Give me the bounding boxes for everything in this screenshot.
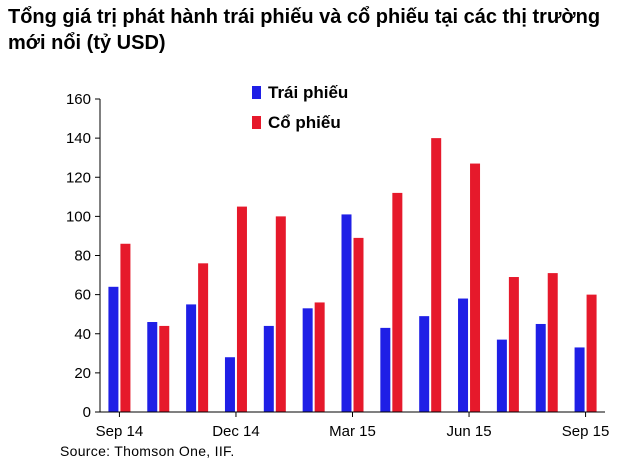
y-tick-label-8: 160	[66, 91, 91, 108]
stock-bar-4	[275, 216, 286, 412]
bond-bar-2	[186, 304, 197, 412]
chart-title: Tổng giá trị phát hành trái phiếu và cổ …	[8, 6, 601, 54]
bond-bar-6	[341, 214, 352, 412]
legend: Trái phiếu Cổ phiếu	[252, 83, 348, 132]
stock-bar-12	[586, 294, 597, 412]
stock-bar-8	[431, 138, 442, 412]
stock-bar-5	[314, 302, 325, 412]
legend-label-0: Trái phiếu	[268, 83, 348, 102]
stock-bar-9	[470, 163, 481, 412]
stock-bar-0	[120, 243, 131, 412]
stock-bar-10	[508, 277, 519, 412]
legend-swatch-0	[252, 86, 261, 99]
bond-bar-5	[302, 308, 313, 412]
y-tick-label-4: 80	[74, 248, 91, 265]
y-tick-label-6: 120	[66, 169, 91, 186]
y-tick-label-2: 40	[74, 326, 91, 343]
stock-bar-6	[353, 237, 364, 412]
stock-bar-11	[547, 273, 558, 412]
stock-bar-7	[392, 192, 403, 412]
axes-layer: 0 20 40 60 80 100 120 140 160 Sep 14 Dec 14 Mar 15 J…	[66, 91, 609, 440]
stock-bar-1	[159, 325, 170, 412]
x-tick-label-1: Dec 14	[212, 423, 260, 440]
x-tick-label-2: Mar 15	[329, 423, 376, 440]
bond-bar-1	[147, 322, 158, 412]
stock-bar-3	[236, 206, 247, 412]
bond-bar-3	[224, 357, 235, 412]
bond-bar-7	[380, 327, 391, 412]
source-note: Source: Thomson One, IIF.	[60, 443, 235, 459]
x-tick-label-4: Sep 15	[562, 423, 610, 440]
y-tick-label-5: 100	[66, 208, 91, 225]
bond-bar-10	[496, 339, 507, 412]
bond-bar-8	[419, 316, 430, 412]
bond-bar-12	[574, 347, 585, 412]
y-tick-label-3: 60	[74, 287, 91, 304]
stock-bar-2	[198, 263, 209, 412]
bars-layer	[108, 138, 597, 412]
y-tick-label-7: 140	[66, 130, 91, 147]
bond-bar-4	[263, 325, 274, 412]
legend-label-1: Cổ phiếu	[268, 113, 341, 132]
y-tick-label-1: 20	[74, 365, 91, 382]
bond-bar-0	[108, 286, 119, 412]
y-tick-label-0: 0	[83, 404, 91, 421]
bond-bar-11	[535, 323, 546, 412]
bond-bar-9	[458, 298, 469, 412]
x-tick-label-0: Sep 14	[96, 423, 144, 440]
legend-swatch-1	[252, 116, 261, 129]
x-tick-label-3: Jun 15	[447, 423, 492, 440]
